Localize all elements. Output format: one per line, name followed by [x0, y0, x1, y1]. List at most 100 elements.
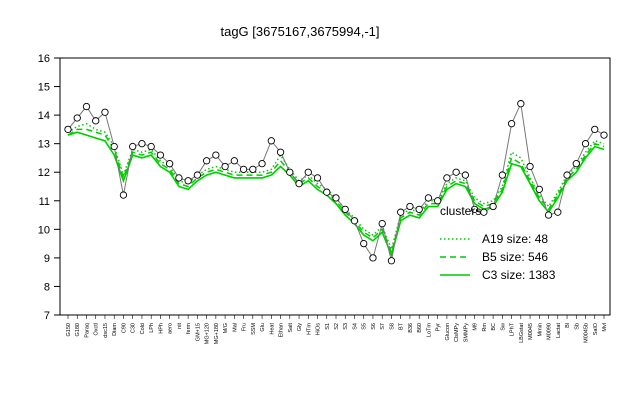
data-point: [101, 108, 109, 116]
legend-label: B5 size: 546: [482, 250, 548, 264]
data-point: [313, 174, 322, 182]
x-tick-label: Mvl: [602, 323, 608, 332]
x-tick-label: Mal: [232, 323, 238, 332]
data-point: [581, 140, 590, 148]
x-tick-label: ferm: [186, 323, 192, 334]
data-point: [193, 171, 202, 179]
x-tick-label: SalO: [593, 322, 599, 335]
data-point: [249, 165, 257, 174]
x-tick-label: Lactat: [556, 323, 562, 338]
data-point: [498, 171, 506, 179]
x-axis: G150 G180 Paraq Oxctl dsc15 Diam C90 C30 Cold LPh…: [66, 315, 608, 344]
y-tick-label: 13: [38, 139, 50, 151]
x-tick-label: Pyr: [436, 323, 442, 331]
x-tick-label: nit: [177, 323, 183, 329]
x-tick-label: Heat: [269, 323, 275, 335]
data-point: [461, 171, 470, 179]
x-tick-label: LPhT: [510, 322, 516, 336]
series-line: [67, 122, 605, 252]
x-tick-label: Ethan: [279, 323, 285, 337]
x-tick-label: GM+15: [195, 323, 201, 341]
legend-label: C3 size: 1383: [482, 268, 556, 282]
data-point: [221, 162, 229, 171]
x-tick-label: S8: [389, 323, 395, 330]
y-tick-label: 9: [44, 253, 50, 265]
data-point: [92, 117, 100, 125]
plot-border: [59, 57, 611, 316]
y-tick-label: 10: [38, 224, 50, 236]
x-tick-label: S1: [325, 323, 331, 330]
x-tick-label: S4: [352, 323, 358, 330]
x-tick-label: LBGstat: [519, 323, 525, 343]
data-point: [600, 131, 608, 139]
data-point: [212, 151, 220, 159]
x-tick-label: S6: [371, 323, 377, 330]
x-tick-label: G150: [66, 323, 72, 336]
x-tick-label: S2: [334, 323, 340, 330]
data-point: [119, 191, 128, 199]
plot-frame: [59, 57, 611, 316]
data-point: [230, 157, 238, 165]
x-tick-label: M0045b: [584, 323, 590, 343]
data-point: [397, 208, 405, 216]
x-tick-label: M/G: [223, 323, 229, 333]
x-tick-label: B36: [408, 323, 414, 333]
data-point: [452, 168, 460, 176]
x-tick-label: Glucon: [445, 323, 451, 340]
y-tick-label: 8: [44, 281, 50, 293]
x-tick-label: SMMPy: [463, 323, 469, 343]
data-point: [267, 137, 275, 145]
x-tick-label: Cold: [140, 323, 146, 334]
data-point: [156, 151, 165, 159]
data-point: [526, 162, 534, 171]
x-tick-label: Sb: [574, 323, 580, 330]
data-point: [323, 188, 331, 196]
y-tick-label: 11: [39, 196, 50, 208]
x-tick-label: dsc15: [103, 323, 109, 338]
x-tick-label: LoTm: [426, 323, 432, 337]
x-tick-label: S5: [362, 323, 368, 330]
x-tick-label: LPh: [149, 323, 155, 333]
series-line: [67, 131, 605, 258]
data-point: [517, 100, 525, 108]
x-tick-label: C30: [131, 323, 137, 333]
data-point: [369, 254, 377, 262]
legend: clusters A19 size: 48 B5 size: 546 C3 size…: [440, 204, 556, 282]
data-point: [415, 205, 423, 213]
legend-label: A19 size: 48: [482, 232, 548, 246]
data-point: [295, 179, 303, 188]
x-tick-label: MG+180: [214, 323, 220, 344]
data-point: [332, 194, 340, 202]
data-point: [175, 174, 183, 182]
x-tick-label: Sw: [500, 323, 506, 331]
data-point: [387, 257, 396, 265]
data-point: [239, 165, 248, 174]
legend-title: clusters: [440, 204, 481, 218]
data-point: [480, 208, 488, 216]
data-point: [563, 171, 571, 179]
data-point: [341, 205, 349, 213]
data-point: [535, 185, 543, 194]
data-point: [350, 217, 359, 225]
x-tick-label: SSM: [251, 323, 257, 335]
data-point: [424, 194, 433, 202]
data-point: [470, 205, 479, 213]
data-point: [82, 102, 91, 111]
x-tick-label: C90: [121, 323, 127, 333]
data-point: [147, 142, 155, 151]
x-tick-label: Salt: [288, 323, 294, 333]
x-tick-label: Mmin: [537, 323, 543, 336]
data-point: [434, 197, 442, 205]
y-tick-label: 15: [38, 82, 50, 94]
data-point: [202, 157, 211, 165]
data-point: [304, 168, 312, 176]
data-point: [507, 120, 516, 128]
x-tick-label: HiOs: [316, 323, 322, 335]
data-point: [166, 160, 174, 168]
y-tick-label: 16: [38, 53, 50, 65]
data-point: [544, 211, 553, 219]
y-axis: 7 8 9 10 11 12 13 14 15 16: [38, 53, 60, 322]
x-tick-label: Gly: [297, 323, 303, 332]
